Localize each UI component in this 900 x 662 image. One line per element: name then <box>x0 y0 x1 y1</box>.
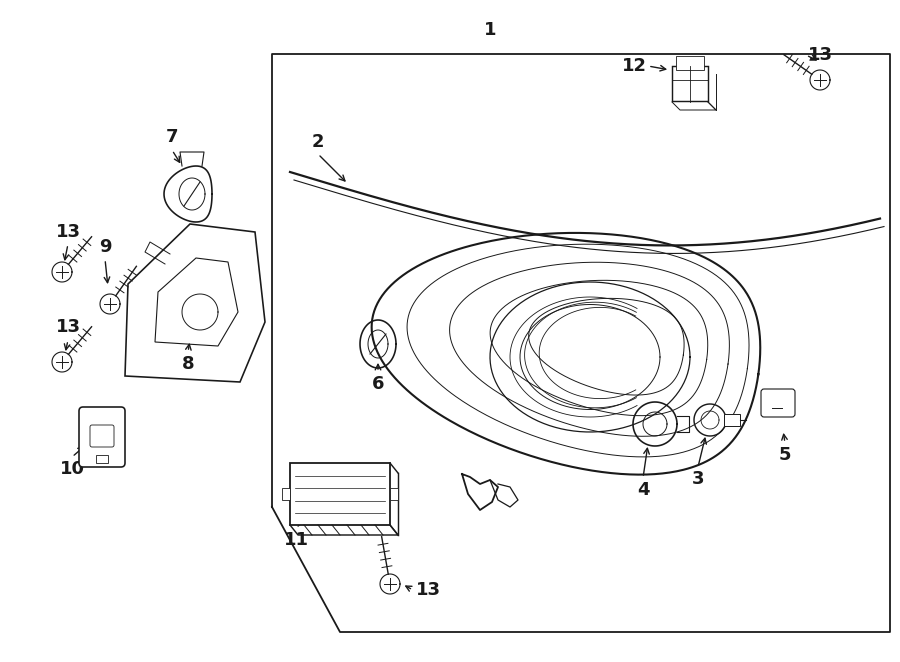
Bar <box>282 488 290 500</box>
Text: 1: 1 <box>484 21 496 39</box>
Text: 11: 11 <box>284 531 309 549</box>
Text: 8: 8 <box>182 355 194 373</box>
FancyBboxPatch shape <box>90 425 114 447</box>
Text: 3: 3 <box>692 470 704 488</box>
FancyBboxPatch shape <box>761 389 795 417</box>
Text: 9: 9 <box>99 238 112 256</box>
FancyBboxPatch shape <box>79 407 125 467</box>
Bar <box>672 66 708 101</box>
Text: 7: 7 <box>166 128 178 146</box>
Text: 2: 2 <box>311 133 324 151</box>
Bar <box>724 414 740 426</box>
Text: 4: 4 <box>637 481 649 499</box>
Bar <box>290 463 390 525</box>
Text: 13: 13 <box>416 581 440 599</box>
Text: 13: 13 <box>56 318 80 336</box>
Text: 13: 13 <box>56 223 80 241</box>
Text: 5: 5 <box>778 446 791 464</box>
Text: 6: 6 <box>372 375 384 393</box>
Bar <box>390 488 398 500</box>
Text: 10: 10 <box>59 460 85 478</box>
Text: 12: 12 <box>622 57 646 75</box>
Bar <box>676 56 704 70</box>
Text: 13: 13 <box>807 46 833 64</box>
Bar <box>96 455 108 463</box>
